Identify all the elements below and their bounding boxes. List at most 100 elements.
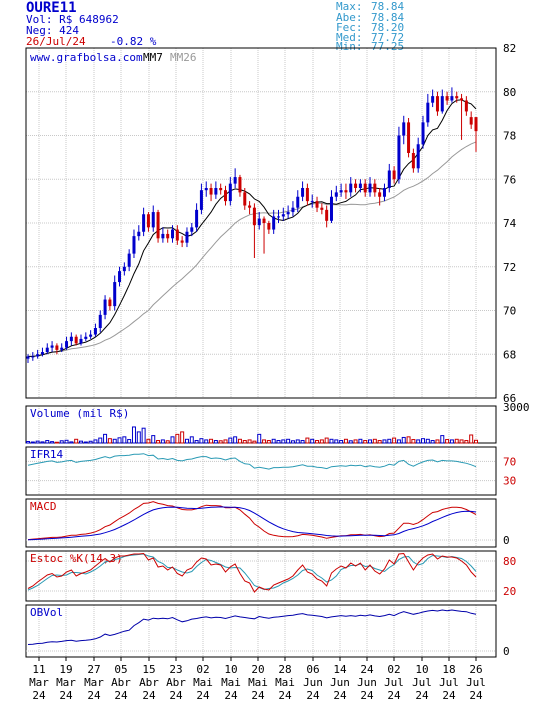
x-tick-month-12: Jun — [357, 676, 377, 689]
volume-bar-36 — [199, 438, 204, 444]
rsi-ytick-label-1: 30 — [503, 475, 516, 488]
volume-bar-75 — [387, 438, 392, 444]
candle-body-13 — [89, 334, 93, 337]
candle-body-27 — [156, 212, 160, 239]
date-label: 26/Jul/24 — [26, 35, 86, 48]
candle-body-38 — [209, 188, 213, 195]
volume-bar-0 — [26, 441, 30, 444]
stat-min-label: Min: — [336, 40, 363, 53]
volume-bar-20 — [122, 436, 127, 444]
x-tick-year-4: 24 — [142, 689, 156, 702]
candle-body-53 — [281, 214, 285, 217]
volume-bar-33 — [184, 438, 189, 444]
volume-bar-89 — [454, 438, 459, 444]
candle-body-3 — [40, 352, 44, 355]
x-tick-day-5: 23 — [169, 663, 182, 676]
volume-bar-1 — [30, 441, 35, 444]
x-tick-month-6: Mai — [193, 676, 213, 689]
volume-bar-85 — [435, 439, 440, 444]
rsi-ytick-label-0: 70 — [503, 455, 516, 468]
volume-bar-38 — [209, 438, 214, 444]
x-tick-year-15: 24 — [442, 689, 456, 702]
candle-body-20 — [122, 266, 126, 272]
x-tick-day-3: 05 — [114, 663, 127, 676]
volume-bar-39 — [213, 440, 218, 444]
volume-bar-91 — [464, 440, 469, 444]
volume-title: Volume (mil R$) — [30, 407, 129, 420]
volume-bar-44 — [237, 438, 242, 444]
x-tick-day-8: 20 — [251, 663, 264, 676]
stat-avg-value: 77.72 — [371, 31, 405, 44]
volume-bar-74 — [382, 439, 387, 444]
x-tick-month-2: Mar — [84, 676, 104, 689]
x-tick-month-4: Abr — [139, 676, 159, 689]
candle-body-15 — [98, 314, 102, 328]
candle-body-79 — [407, 122, 411, 153]
candle-body-36 — [199, 190, 203, 210]
x-tick-year-3: 24 — [114, 689, 128, 702]
price-ytick-label-0: 66 — [503, 392, 516, 405]
price-ytick-label-3: 72 — [503, 261, 516, 274]
volume-bar-19 — [117, 437, 122, 444]
volume-bar-58 — [305, 437, 310, 444]
candle-body-21 — [127, 253, 131, 267]
candle-body-66 — [344, 190, 348, 193]
volume-bar-25 — [146, 438, 151, 444]
volume-bar-40 — [218, 440, 223, 444]
candle-body-89 — [455, 96, 459, 99]
candle-body-17 — [108, 299, 112, 307]
x-tick-month-0: Mar — [29, 676, 49, 689]
volume-bar-29 — [165, 440, 170, 444]
obv-title: OBVol — [30, 606, 63, 619]
x-tick-year-0: 24 — [32, 689, 46, 702]
candle-body-63 — [329, 196, 333, 221]
ma26-label: MM26 — [170, 51, 197, 64]
candle-body-22 — [132, 236, 136, 254]
volume-bar-93 — [474, 439, 478, 444]
volume-bar-90 — [459, 439, 464, 444]
x-tick-year-2: 24 — [87, 689, 101, 702]
candle-body-61 — [320, 207, 324, 210]
stat-open-value: 78.84 — [371, 11, 405, 24]
volume-bar-3 — [40, 441, 45, 444]
price-ytick-label-8: 82 — [503, 42, 516, 55]
volume-bar-77 — [396, 439, 401, 444]
volume-bar-17 — [107, 438, 112, 444]
rsi-line — [27, 453, 477, 470]
candle-body-12 — [84, 336, 88, 339]
volume-bar-45 — [242, 440, 247, 444]
candle-body-92 — [469, 117, 473, 125]
candle-body-86 — [440, 96, 444, 112]
volume-bar-68 — [353, 439, 358, 444]
candle-body-9 — [69, 336, 73, 342]
x-tick-month-13: Jul — [384, 676, 404, 689]
stoch-ytick-label-0: 80 — [503, 555, 516, 568]
volume-bar-78 — [401, 436, 406, 444]
price-ytick-label-5: 76 — [503, 173, 516, 186]
volume-bar-15 — [98, 437, 103, 444]
candle-body-59 — [310, 201, 314, 203]
volume-bar-76 — [392, 437, 397, 444]
volume-bar-62 — [324, 437, 329, 444]
x-tick-year-12: 24 — [360, 689, 374, 702]
x-tick-day-1: 19 — [59, 663, 72, 676]
stoch-ytick-label-1: 20 — [503, 585, 516, 598]
stoch-k-line — [27, 552, 477, 593]
x-tick-month-16: Jul — [466, 676, 486, 689]
stat-open-label: Abe: — [336, 11, 363, 24]
candle-body-2 — [36, 354, 40, 357]
candle-body-23 — [137, 231, 141, 237]
candle-body-87 — [445, 96, 449, 101]
x-tick-year-14: 24 — [415, 689, 429, 702]
x-tick-day-2: 27 — [87, 663, 100, 676]
volume-bar-79 — [406, 436, 411, 444]
volume-bar-71 — [368, 439, 373, 444]
candle-body-43 — [233, 177, 237, 184]
volume-bar-5 — [50, 441, 55, 444]
trades-label: Neg: 424 — [26, 24, 79, 37]
x-tick-day-7: 10 — [224, 663, 237, 676]
obv-panel — [25, 604, 497, 658]
candle-body-46 — [248, 205, 252, 208]
volume-bar-84 — [430, 440, 435, 444]
